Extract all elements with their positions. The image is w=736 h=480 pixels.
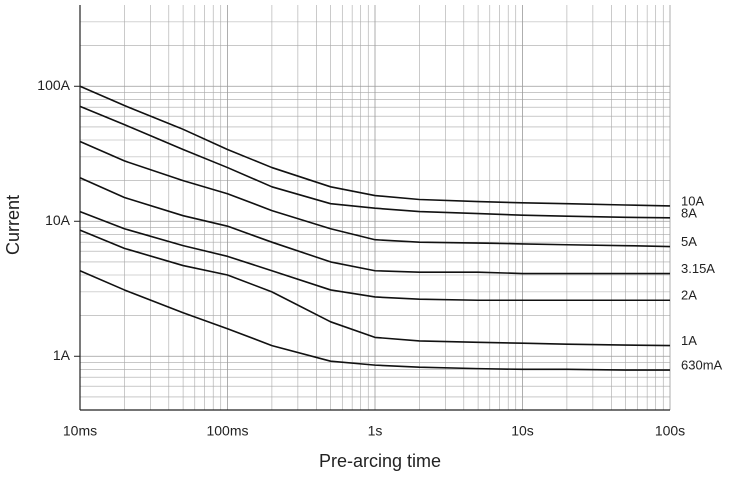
curve <box>79 210 670 302</box>
y-tick-label: 10A <box>45 212 71 228</box>
y-axis-title: Current <box>3 195 23 255</box>
curve-label: 8A <box>681 205 697 220</box>
curve <box>79 177 670 275</box>
curve <box>79 140 671 248</box>
curve-label: 1A <box>681 333 697 348</box>
y-tick-label: 100A <box>37 77 70 93</box>
curve-label: 3.15A <box>681 261 715 276</box>
curve <box>79 105 671 219</box>
x-tick-label: 10ms <box>63 423 97 439</box>
y-tick-label: 1A <box>53 347 71 363</box>
x-tick-label: 100ms <box>206 423 248 439</box>
x-tick-label: 100s <box>655 423 685 439</box>
x-axis-title: Pre-arcing time <box>319 451 441 471</box>
curve-label: 2A <box>681 288 697 303</box>
curve <box>79 270 670 371</box>
x-tick-label: 1s <box>368 423 383 439</box>
curve <box>79 229 671 347</box>
x-tick-label: 10s <box>511 423 534 439</box>
curve <box>79 85 671 207</box>
curve-label: 630mA <box>681 358 723 373</box>
curve-label: 5A <box>681 234 697 249</box>
curve-label: 10A <box>681 193 704 208</box>
